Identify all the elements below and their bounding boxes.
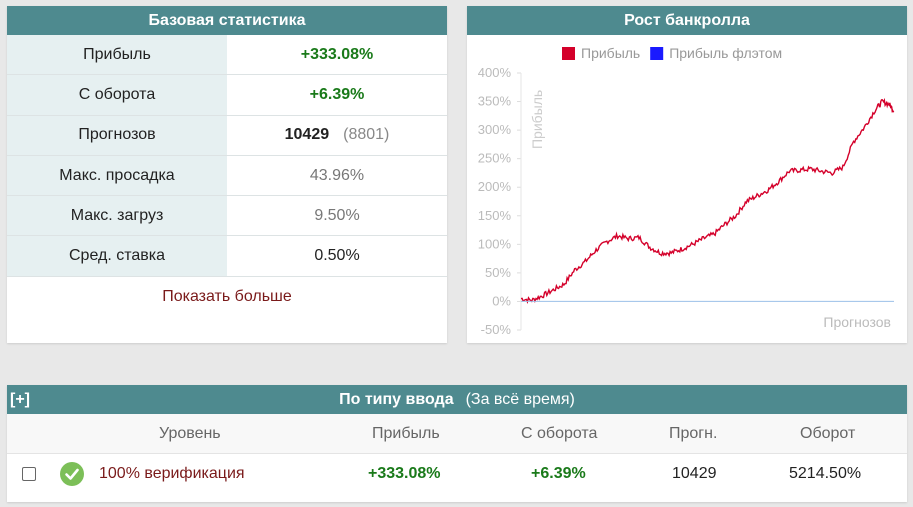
stat-value: 10429 (8801) (227, 116, 447, 155)
y-tick-label: 200% (478, 179, 512, 194)
table-header-row: Уровень Прибыль С оборота Прогн. Оборот (7, 414, 907, 454)
stat-row-max-load: Макс. загруз 9.50% (7, 196, 447, 237)
stat-row-max-drawdown: Макс. просадка 43.96% (7, 155, 447, 197)
row-turnover: +6.39% (531, 465, 586, 482)
y-tick-label: 400% (478, 65, 512, 80)
show-more-link[interactable]: Показать больше (162, 287, 292, 305)
col-header-profit: Прибыль (372, 425, 440, 442)
y-tick-label: 0% (492, 293, 511, 308)
expand-toggle[interactable]: [+] (10, 391, 30, 408)
y-tick-label: 300% (478, 122, 512, 137)
table-row: 100% верификация +333.08% +6.39% 10429 5… (7, 454, 907, 494)
verified-check-icon (60, 462, 84, 486)
stat-row-avg-stake: Сред. ставка 0.50% (7, 236, 447, 277)
row-volume: 5214.50% (789, 465, 862, 482)
row-checkbox[interactable] (22, 467, 36, 481)
y-tick-label: 50% (485, 265, 511, 280)
profit-series-line (520, 97, 895, 304)
legend-swatch (650, 47, 664, 60)
col-header-forecasts: Прогн. (669, 425, 718, 442)
stat-value: +333.08% (300, 45, 374, 63)
y-tick-label: 350% (478, 94, 512, 109)
stat-row-turnover: С оборота +6.39% (7, 75, 447, 116)
stat-label: С оборота (7, 75, 227, 115)
stat-label: Макс. просадка (7, 155, 227, 196)
stat-label: Прибыль (7, 35, 227, 75)
bankroll-chart: Прибыль Прибыль флэтом 400% 350% 300% 250% 200… (478, 45, 895, 337)
legend-label: Прибыль (581, 45, 640, 61)
stat-value: +6.39% (309, 85, 365, 103)
chart-title: Рост банкролла (467, 6, 907, 35)
x-axis-label: Прогнозов (823, 314, 891, 330)
row-profit: +333.08% (368, 465, 441, 482)
bankroll-chart-panel: Рост банкролла Прибыль Прибыль флэтом 400%… (467, 6, 907, 343)
y-axis-label: Прибыль (529, 90, 545, 149)
by-input-type-title: По типу ввода (339, 391, 454, 408)
by-input-type-period: (За всё время) (465, 391, 575, 408)
row-forecasts: 10429 (672, 465, 717, 482)
stat-value: 9.50% (314, 206, 360, 224)
basic-stats-title: Базовая статистика (7, 6, 447, 35)
y-tick-label: -50% (481, 322, 512, 337)
by-input-type-panel: [+] По типу ввода (За всё время) Уровень … (7, 385, 907, 502)
forecasts-count: 10429 (284, 126, 330, 144)
by-input-type-header: [+] По типу ввода (За всё время) (7, 385, 907, 414)
stat-value: 43.96% (309, 166, 365, 184)
y-tick-label: 250% (478, 151, 512, 166)
col-header-turnover: С оборота (521, 425, 598, 442)
stat-label: Макс. загруз (7, 196, 227, 236)
stat-value: 0.50% (314, 247, 360, 265)
stat-row-profit: Прибыль +333.08% (7, 35, 447, 76)
basic-stats-panel: Базовая статистика Прибыль +333.08% С об… (7, 6, 447, 343)
stat-label: Сред. ставка (7, 236, 227, 276)
forecasts-sub-count: (8801) (343, 126, 390, 144)
legend-label: Прибыль флэтом (669, 45, 782, 61)
col-header-volume: Оборот (800, 425, 856, 442)
y-tick-label: 100% (478, 236, 512, 251)
stat-label: Прогнозов (7, 115, 227, 155)
stat-row-forecasts: Прогнозов 10429 (8801) (7, 115, 447, 156)
y-tick-label: 150% (478, 208, 512, 223)
col-header-level: Уровень (159, 425, 221, 442)
row-level[interactable]: 100% верификация (99, 465, 245, 482)
legend-swatch (562, 47, 575, 60)
